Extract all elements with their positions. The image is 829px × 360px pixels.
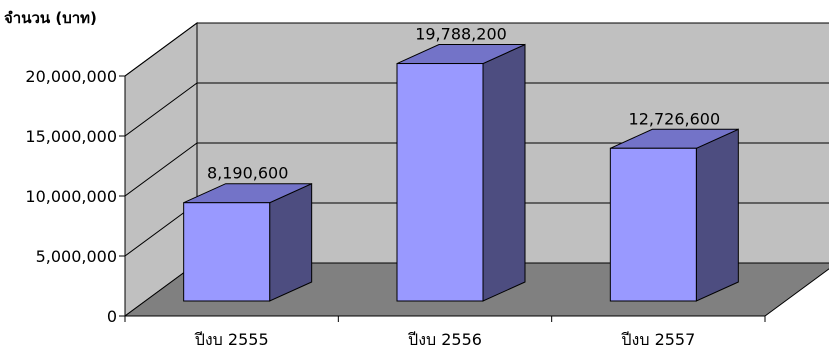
bar-front-face bbox=[396, 63, 484, 302]
x-category-label: ปีงบ 2556 bbox=[408, 330, 482, 349]
y-tick-label: 20,000,000 bbox=[25, 67, 117, 86]
chart-axes: 0 5,000,000 10,000,000 15,000,000 20,000,000 bbox=[25, 67, 766, 326]
y-tick-label: 10,000,000 bbox=[25, 187, 117, 206]
gridline bbox=[124, 22, 829, 77]
bar-side-face bbox=[695, 128, 739, 302]
data-label: 12,726,600 bbox=[629, 109, 721, 128]
y-axis-title: จำนวน (บาท) bbox=[4, 9, 97, 27]
bar bbox=[183, 182, 313, 302]
bar-front-face bbox=[609, 147, 697, 302]
gridline bbox=[124, 82, 829, 137]
y-tick-label: 5,000,000 bbox=[36, 247, 117, 266]
chart-bars bbox=[183, 43, 739, 302]
y-tick-label: 0 bbox=[107, 307, 117, 326]
data-label: 19,788,200 bbox=[415, 25, 507, 44]
chart-labels: 8,190,600 ปีงบ 2555 19,788,200 ปีงบ 2556 12,… bbox=[194, 25, 720, 349]
bar-side-face bbox=[269, 182, 313, 302]
bar bbox=[609, 128, 739, 302]
x-category-label: ปีงบ 2557 bbox=[621, 330, 695, 349]
y-tick-label: 15,000,000 bbox=[25, 127, 117, 146]
data-label: 8,190,600 bbox=[207, 164, 288, 183]
bar-side-face bbox=[482, 43, 526, 302]
bar bbox=[396, 43, 526, 302]
x-category-label: ปีงบ 2555 bbox=[194, 330, 268, 349]
bar-front-face bbox=[183, 202, 271, 302]
